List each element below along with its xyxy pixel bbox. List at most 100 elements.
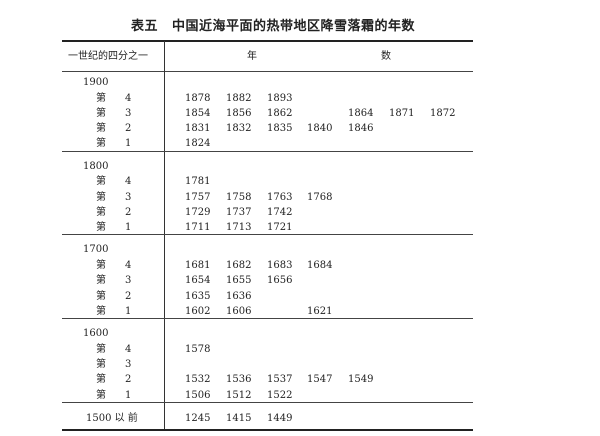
year-cell: 1537 <box>267 374 293 386</box>
quarter-number: 2 <box>125 206 132 218</box>
year-cell: 1522 <box>267 389 293 401</box>
year-cell: 1506 <box>185 389 211 401</box>
year-cell: 1711 <box>185 222 211 234</box>
bottom-rule <box>62 429 473 431</box>
before-1500-label: 1500 以 前 <box>86 413 138 424</box>
year-cell: 1636 <box>226 290 252 302</box>
year-cell: 1655 <box>226 275 252 287</box>
year-cell: 1758 <box>226 191 252 203</box>
table-number: 表五 <box>131 19 159 34</box>
quarter-prefix: 第 <box>96 374 106 386</box>
year-cell: 1871 <box>389 107 415 119</box>
quarter-prefix: 第 <box>96 259 106 271</box>
year-cell: 1713 <box>226 222 252 234</box>
year-cell: 1864 <box>348 107 374 119</box>
year-cell: 1415 <box>226 413 252 424</box>
year-cell: 1757 <box>185 191 211 203</box>
year-cell: 1536 <box>226 374 252 386</box>
quarter-number: 2 <box>125 374 132 386</box>
year-cell: 1824 <box>185 138 211 150</box>
quarter-prefix: 第 <box>96 138 106 150</box>
year-cell: 1682 <box>226 259 252 271</box>
quarter-number: 1 <box>125 138 132 150</box>
year-cell: 1621 <box>307 305 333 317</box>
year-cell: 1742 <box>267 206 293 218</box>
year-cell: 1737 <box>226 206 252 218</box>
quarter-prefix: 第 <box>96 92 106 104</box>
year-cell: 1578 <box>185 343 211 355</box>
top-rule <box>62 40 473 42</box>
century-label: 1600 <box>83 328 109 340</box>
year-cell: 1882 <box>226 92 252 104</box>
quarter-number: 2 <box>125 123 132 135</box>
year-cell: 1781 <box>185 176 211 188</box>
quarter-number: 4 <box>125 343 132 355</box>
year-cell: 1846 <box>348 123 374 135</box>
column-divider <box>164 41 165 430</box>
year-cell: 1721 <box>267 222 293 234</box>
group-rule <box>62 234 473 236</box>
year-cell: 1854 <box>185 107 211 119</box>
year-cell: 1654 <box>185 275 211 287</box>
year-cell: 1681 <box>185 259 211 271</box>
quarter-prefix: 第 <box>96 123 106 135</box>
year-cell: 1835 <box>267 123 293 135</box>
quarter-number: 3 <box>125 191 132 203</box>
quarter-prefix: 第 <box>96 305 106 317</box>
year-cell: 1856 <box>226 107 252 119</box>
quarter-prefix: 第 <box>96 358 106 370</box>
quarter-number: 3 <box>125 358 132 370</box>
header-quarter-century: 一世纪的四分之一 <box>68 51 148 62</box>
century-label: 1900 <box>83 77 109 88</box>
year-cell: 1872 <box>430 107 456 119</box>
table-title: 表五 中国近海平面的热带地区降雪落霜的年数 <box>131 20 415 33</box>
quarter-prefix: 第 <box>96 206 106 218</box>
year-cell: 1683 <box>267 259 293 271</box>
quarter-number: 1 <box>125 222 132 234</box>
group-rule <box>62 401 473 403</box>
quarter-number: 4 <box>125 259 132 271</box>
year-cell: 1602 <box>185 305 211 317</box>
header-year-2: 数 <box>381 51 391 62</box>
year-cell: 1449 <box>267 413 293 424</box>
quarter-prefix: 第 <box>96 191 106 203</box>
quarter-number: 1 <box>125 389 132 401</box>
year-cell: 1547 <box>307 374 333 386</box>
header-year-1: 年 <box>247 51 257 62</box>
year-cell: 1606 <box>226 305 252 317</box>
year-cell: 1832 <box>226 123 252 135</box>
year-cell: 1635 <box>185 290 211 302</box>
quarter-prefix: 第 <box>96 389 106 401</box>
year-cell: 1532 <box>185 374 211 386</box>
year-cell: 1840 <box>307 123 333 135</box>
group-rule <box>62 318 473 320</box>
quarter-number: 3 <box>125 107 132 119</box>
year-cell: 1245 <box>185 413 211 424</box>
year-cell: 1729 <box>185 206 211 218</box>
quarter-number: 4 <box>125 176 132 188</box>
quarter-number: 2 <box>125 290 132 302</box>
year-cell: 1768 <box>307 191 333 203</box>
year-cell: 1893 <box>267 92 293 104</box>
quarter-prefix: 第 <box>96 275 106 287</box>
quarter-prefix: 第 <box>96 290 106 302</box>
quarter-number: 3 <box>125 275 132 287</box>
quarter-number: 1 <box>125 305 132 317</box>
quarter-prefix: 第 <box>96 176 106 188</box>
quarter-prefix: 第 <box>96 343 106 355</box>
century-label: 1700 <box>83 244 109 256</box>
group-rule <box>62 150 473 152</box>
quarter-number: 4 <box>125 92 132 104</box>
century-label: 1800 <box>83 160 109 172</box>
quarter-prefix: 第 <box>96 107 106 119</box>
year-cell: 1831 <box>185 123 211 135</box>
year-cell: 1684 <box>307 259 333 271</box>
year-cell: 1549 <box>348 374 374 386</box>
year-cell: 1512 <box>226 389 252 401</box>
year-cell: 1862 <box>267 107 293 119</box>
table-caption: 中国近海平面的热带地区降雪落霜的年数 <box>172 19 416 34</box>
year-cell: 1878 <box>185 92 211 104</box>
quarter-prefix: 第 <box>96 222 106 234</box>
year-cell: 1656 <box>267 275 293 287</box>
